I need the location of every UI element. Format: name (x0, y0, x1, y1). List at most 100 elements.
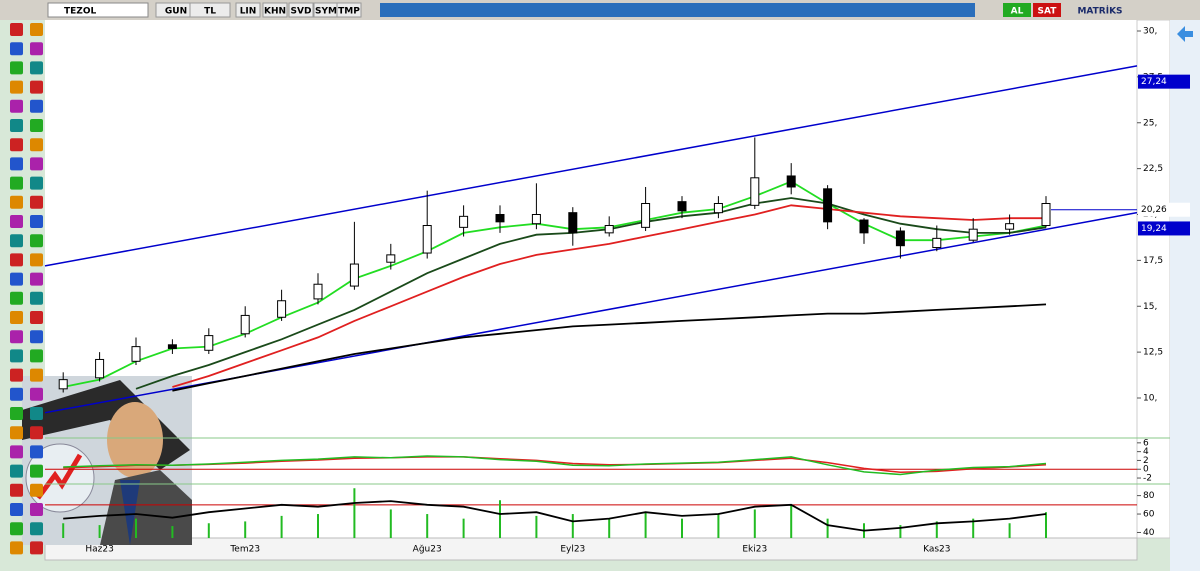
tool-icon[interactable] (30, 541, 43, 555)
tool-icon[interactable] (30, 80, 43, 94)
candle-body (1041, 202, 1051, 227)
candle-body (240, 314, 250, 335)
tool-icon[interactable] (10, 253, 23, 267)
tool-icon[interactable] (10, 176, 23, 190)
tool-icon[interactable] (30, 407, 43, 420)
tool-icon[interactable] (30, 503, 43, 516)
tool-icon[interactable] (10, 330, 23, 344)
price-tag-label: 27,24 (1141, 77, 1167, 87)
brand: MATRİKS (1077, 6, 1122, 17)
tool-icon[interactable] (30, 215, 43, 228)
tool-icon[interactable] (30, 445, 43, 459)
back-arrow-icon[interactable] (1177, 26, 1193, 42)
toolbar-button[interactable] (189, 2, 231, 18)
tool-icon[interactable] (30, 42, 43, 56)
tool-icon[interactable] (10, 464, 23, 478)
candle-body (386, 254, 396, 263)
tool-icon[interactable] (30, 426, 43, 440)
tool-icon[interactable] (30, 253, 43, 267)
candle-body (95, 358, 105, 379)
price-tag-label: 19,24 (1141, 224, 1167, 234)
time-axis (44, 537, 1138, 561)
symbol[interactable]: TEZOL (64, 7, 96, 17)
tool-icon[interactable] (30, 464, 43, 478)
candle-body (604, 225, 614, 234)
toolbar-button-label[interactable]: LIN (240, 7, 257, 17)
tool-icon[interactable] (30, 291, 43, 305)
toolbar-button[interactable] (288, 2, 314, 18)
tool-icon[interactable] (10, 426, 23, 440)
tool-icon[interactable] (10, 234, 23, 248)
toolbar-button-label[interactable]: SYM (315, 7, 337, 17)
tool-icon[interactable] (30, 387, 43, 401)
tool-icon[interactable] (10, 311, 23, 324)
candle-body (713, 202, 723, 214)
tool-icon[interactable] (30, 119, 43, 132)
sell-button[interactable] (1033, 3, 1061, 17)
toolbar-button-label[interactable]: KHN (264, 7, 286, 17)
tool-icon[interactable] (10, 138, 23, 152)
x-tick-label: Haz23 (85, 545, 113, 555)
tool-icon[interactable] (30, 234, 43, 248)
tool-icon[interactable] (10, 445, 23, 459)
toolbar-button-label[interactable]: GUN (165, 7, 187, 17)
tool-icon[interactable] (10, 387, 23, 401)
tool-icon[interactable] (30, 368, 43, 382)
tool-icon[interactable] (30, 157, 43, 171)
side-panel (1170, 20, 1200, 571)
y-tick-label: -2 (1143, 474, 1152, 484)
candle-body (459, 215, 469, 228)
tool-icon[interactable] (10, 157, 23, 171)
tool-icon[interactable] (10, 349, 23, 363)
candle-body (131, 346, 141, 362)
moving-average (172, 204, 1046, 388)
tool-icon[interactable] (10, 368, 23, 382)
tool-icon[interactable] (10, 119, 23, 132)
tool-icon[interactable] (10, 522, 23, 536)
candle-body (568, 212, 578, 234)
y-tick-label: 40 (1143, 528, 1155, 538)
tool-icon[interactable] (10, 215, 23, 228)
sell-label[interactable]: SAT (1038, 7, 1058, 17)
tool-icon[interactable] (10, 42, 23, 56)
toolbar-button-label[interactable]: SVD (291, 7, 312, 17)
tool-icon[interactable] (10, 272, 23, 286)
tool-icon[interactable] (30, 349, 43, 363)
tool-icon[interactable] (30, 23, 43, 36)
avatar-tie (120, 480, 140, 545)
y-tick-label: 25, (1143, 118, 1157, 128)
tool-icon[interactable] (10, 503, 23, 516)
tool-icon[interactable] (10, 80, 23, 94)
tool-icon[interactable] (10, 541, 23, 555)
tool-icon[interactable] (30, 61, 43, 75)
tool-icon[interactable] (10, 23, 23, 36)
moving-average (63, 180, 1047, 388)
tool-icon[interactable] (30, 195, 43, 209)
toolbar-button[interactable] (235, 2, 261, 18)
toolbar-button-label[interactable]: TL (204, 7, 216, 17)
toolbar-button-label[interactable]: TMP (338, 7, 360, 17)
buy-label[interactable]: AL (1011, 7, 1024, 17)
buy-button[interactable] (1003, 3, 1031, 17)
tool-icon[interactable] (30, 522, 43, 536)
candle-body (750, 177, 760, 206)
tool-icon[interactable] (30, 138, 43, 152)
tool-icon[interactable] (30, 176, 43, 190)
candle-body (167, 344, 177, 349)
toolbar-button[interactable] (262, 2, 288, 18)
tool-icon[interactable] (30, 99, 43, 113)
tool-icon[interactable] (10, 99, 23, 113)
tool-icon[interactable] (30, 272, 43, 286)
tool-icon[interactable] (10, 483, 23, 497)
tool-icon[interactable] (30, 483, 43, 497)
tool-icon[interactable] (10, 407, 23, 420)
x-tick-label: Eyl23 (560, 545, 585, 555)
tool-icon[interactable] (30, 330, 43, 344)
tool-icon[interactable] (10, 195, 23, 209)
tool-icon[interactable] (30, 311, 43, 324)
plot-background (45, 20, 1137, 538)
tool-icon[interactable] (10, 291, 23, 305)
toolbar-button[interactable] (336, 2, 362, 18)
price-tag (1138, 202, 1190, 217)
tool-icon[interactable] (10, 61, 23, 75)
